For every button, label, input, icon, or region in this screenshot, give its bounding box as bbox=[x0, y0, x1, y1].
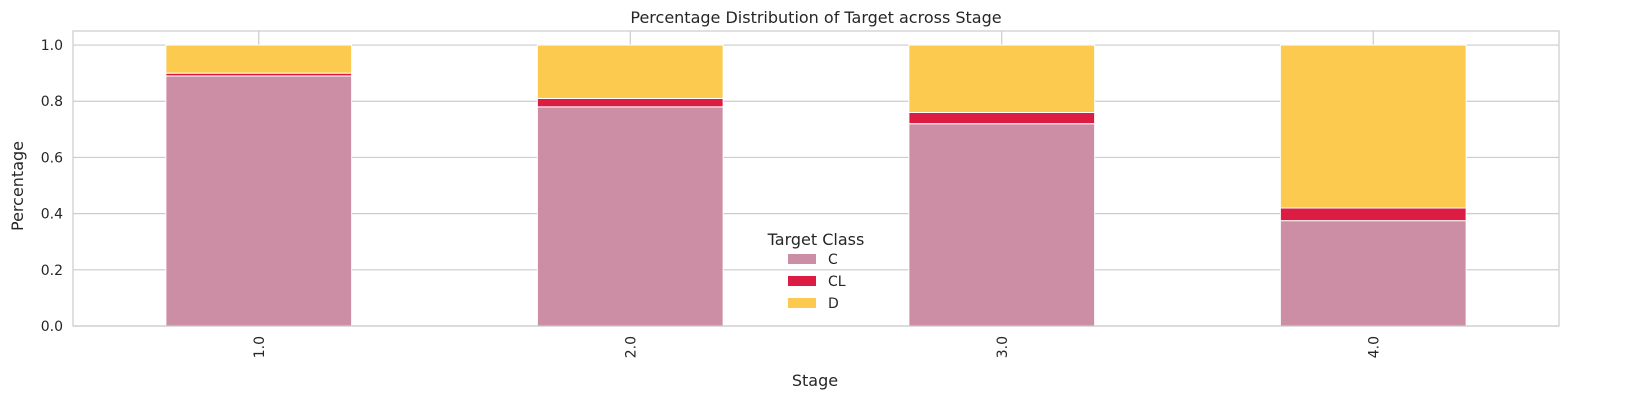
plot-frame bbox=[72, 30, 1560, 327]
legend: Target Class C CL D bbox=[767, 230, 865, 312]
y-ticks: 0.0 0.2 0.4 0.6 0.8 1.0 bbox=[41, 38, 63, 335]
legend-label-d: D bbox=[828, 296, 839, 312]
chart-title: Percentage Distribution of Target across… bbox=[630, 8, 1001, 27]
bar-segment-c bbox=[165, 75, 353, 327]
legend-title: Target Class bbox=[767, 230, 865, 249]
x-tick-label: 4.0 bbox=[1366, 336, 1382, 358]
bar-segment-d bbox=[1279, 44, 1467, 209]
y-tick-label: 1.0 bbox=[41, 38, 63, 54]
bar-segment-cl bbox=[1279, 207, 1467, 222]
y-axis-label: Percentage bbox=[8, 141, 27, 231]
bar-segment-c bbox=[536, 106, 724, 327]
bar-segment-d bbox=[536, 44, 724, 99]
y-tick-label: 0.8 bbox=[41, 94, 63, 110]
legend-swatch-cl bbox=[788, 276, 816, 286]
x-tick-label: 1.0 bbox=[252, 336, 268, 358]
legend-label-c: C bbox=[828, 252, 838, 268]
bar-segment-cl bbox=[536, 97, 724, 108]
legend-swatch-c bbox=[788, 254, 816, 264]
bar-segment-d bbox=[908, 44, 1096, 113]
x-tick-label: 3.0 bbox=[995, 336, 1011, 358]
bar-segment-d bbox=[165, 44, 353, 74]
x-ticks: 1.0 2.0 3.0 4.0 bbox=[252, 336, 1383, 358]
y-tick-label: 0.4 bbox=[41, 207, 63, 223]
y-tick-label: 0.0 bbox=[41, 319, 63, 335]
bar-segment-c bbox=[1279, 220, 1467, 327]
y-tick-label: 0.6 bbox=[41, 150, 63, 166]
bar-segment-cl bbox=[908, 111, 1096, 125]
bar-segment-c bbox=[908, 123, 1096, 327]
legend-label-cl: CL bbox=[828, 274, 846, 290]
x-tick-label: 2.0 bbox=[623, 336, 639, 358]
y-tick-label: 0.2 bbox=[41, 263, 63, 279]
legend-swatch-d bbox=[788, 298, 816, 308]
bars-group bbox=[165, 44, 1467, 327]
x-axis-label: Stage bbox=[792, 371, 838, 390]
